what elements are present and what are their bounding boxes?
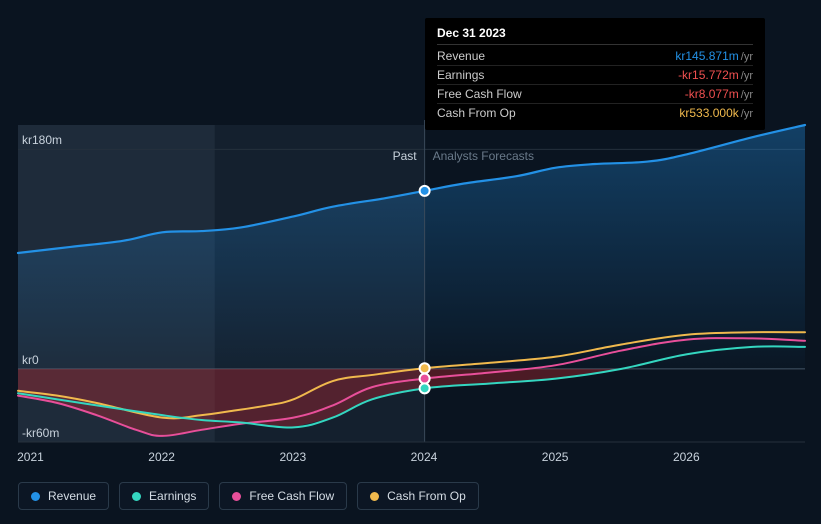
marker-cash_from_op bbox=[420, 363, 430, 373]
y-axis-label: kr0 bbox=[22, 353, 39, 367]
legend-item-revenue[interactable]: Revenue bbox=[18, 482, 109, 510]
tooltip-metric-value: kr533.000k bbox=[679, 106, 738, 120]
x-axis-label: 2021 bbox=[17, 450, 44, 464]
tooltip-row: Cash From Op kr533.000k/yr bbox=[437, 104, 753, 122]
legend-swatch-icon bbox=[31, 492, 40, 501]
x-axis-label: 2023 bbox=[279, 450, 306, 464]
chart-legend: Revenue Earnings Free Cash Flow Cash From O… bbox=[18, 482, 479, 510]
tooltip-metric-value: -kr15.772m bbox=[678, 68, 739, 82]
tooltip-metric-label: Free Cash Flow bbox=[437, 87, 532, 101]
x-axis-label: 2024 bbox=[411, 450, 438, 464]
tooltip-date: Dec 31 2023 bbox=[437, 26, 753, 45]
forecast-label: Analysts Forecasts bbox=[433, 149, 534, 163]
tooltip-metric-label: Cash From Op bbox=[437, 106, 532, 120]
tooltip-row: Earnings -kr15.772m/yr bbox=[437, 66, 753, 85]
tooltip-metric-label: Revenue bbox=[437, 49, 532, 63]
tooltip-metric-unit: /yr bbox=[741, 51, 753, 63]
x-axis-label: 2026 bbox=[673, 450, 700, 464]
legend-label: Cash From Op bbox=[387, 489, 466, 503]
tooltip-row: Revenue kr145.871m/yr bbox=[437, 47, 753, 66]
tooltip-metric-label: Earnings bbox=[437, 68, 532, 82]
tooltip-metric-unit: /yr bbox=[741, 89, 753, 101]
tooltip-row: Free Cash Flow -kr8.077m/yr bbox=[437, 85, 753, 104]
y-axis-label: -kr60m bbox=[22, 426, 59, 440]
legend-swatch-icon bbox=[370, 492, 379, 501]
tooltip-metric-value: kr145.871m bbox=[675, 49, 738, 63]
marker-earnings bbox=[420, 383, 430, 393]
x-axis-label: 2022 bbox=[148, 450, 175, 464]
marker-revenue bbox=[420, 186, 430, 196]
tooltip-metric-unit: /yr bbox=[741, 108, 753, 120]
legend-item-free_cash_flow[interactable]: Free Cash Flow bbox=[219, 482, 347, 510]
legend-item-earnings[interactable]: Earnings bbox=[119, 482, 209, 510]
x-axis-label: 2025 bbox=[542, 450, 569, 464]
legend-label: Earnings bbox=[149, 489, 196, 503]
chart-tooltip: Dec 31 2023 Revenuekr145.871m/yrEarnings… bbox=[425, 18, 765, 130]
legend-swatch-icon bbox=[132, 492, 141, 501]
y-axis-label: kr180m bbox=[22, 133, 62, 147]
tooltip-metric-unit: /yr bbox=[741, 70, 753, 82]
tooltip-metric-value: -kr8.077m bbox=[685, 87, 739, 101]
legend-item-cash_from_op[interactable]: Cash From Op bbox=[357, 482, 479, 510]
legend-swatch-icon bbox=[232, 492, 241, 501]
marker-free_cash_flow bbox=[420, 374, 430, 384]
legend-label: Free Cash Flow bbox=[249, 489, 334, 503]
past-label: Past bbox=[393, 149, 417, 163]
legend-label: Revenue bbox=[48, 489, 96, 503]
